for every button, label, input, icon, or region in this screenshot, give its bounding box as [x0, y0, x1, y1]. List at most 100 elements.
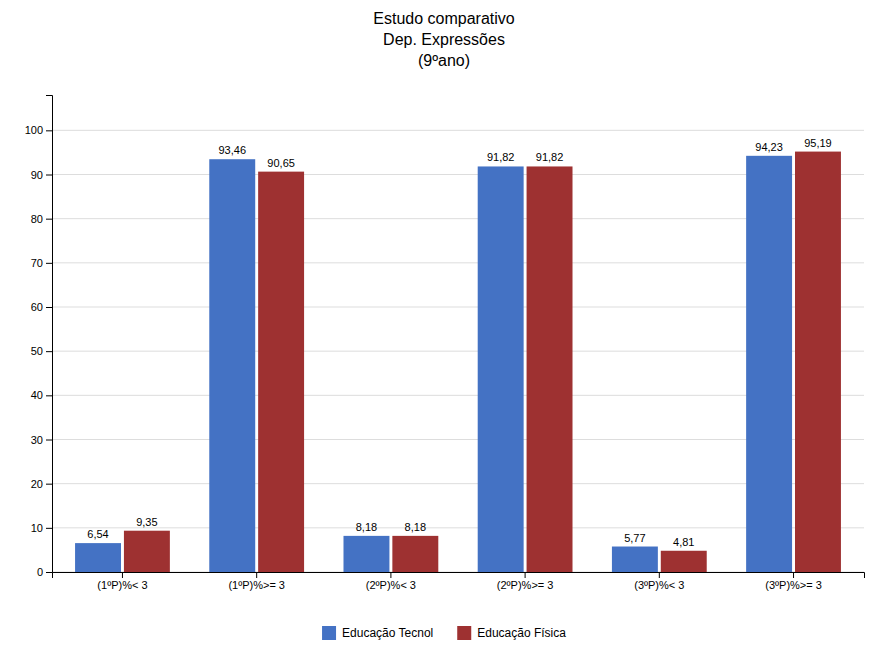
- y-tick-label: 90: [31, 169, 43, 181]
- legend-item: Educação Tecnol: [322, 626, 433, 640]
- legend-swatch: [322, 626, 336, 640]
- y-tick-mark: [46, 351, 52, 352]
- y-tick-mark: [46, 572, 52, 573]
- title-line: Estudo comparativo: [373, 10, 515, 27]
- x-tick: (3ºP)%< 3: [634, 572, 684, 591]
- y-tick: 30: [31, 434, 52, 446]
- bar: [75, 543, 121, 572]
- y-tick-mark: [46, 175, 52, 176]
- y-tick-label: 0: [37, 566, 43, 578]
- grid-line: [52, 262, 864, 263]
- legend-label: Educação Tecnol: [342, 626, 433, 640]
- y-tick: 70: [31, 257, 52, 269]
- y-axis: 0 10 20 30 40 50 60 70 80 90 100: [25, 96, 53, 579]
- x-tick: (2ºP)%>= 3: [497, 572, 554, 591]
- title-line: (9ºano): [418, 52, 470, 69]
- bar: [661, 551, 707, 572]
- bar: [124, 531, 170, 572]
- grid-line: [52, 307, 864, 308]
- x-tick: (3ºP)%>= 3: [765, 572, 822, 591]
- y-tick: 50: [31, 345, 52, 357]
- legend: Educação Tecnol Educação Física: [322, 626, 566, 640]
- x-tick-label: (3ºP)%< 3: [634, 579, 684, 591]
- y-tick: 80: [31, 213, 52, 225]
- y-tick-label: 60: [31, 301, 43, 313]
- x-tick-label: (1ºP)%>= 3: [228, 579, 285, 591]
- data-label: 8,18: [405, 521, 426, 533]
- y-tick-mark: [46, 395, 52, 396]
- y-tick-label: 100: [25, 124, 43, 136]
- grid-line: [52, 483, 864, 484]
- y-tick-label: 30: [31, 434, 43, 446]
- legend-label: Educação Física: [477, 626, 566, 640]
- title-line: Dep. Expressões: [383, 31, 505, 48]
- x-tick-mark: [659, 572, 660, 578]
- grid: [52, 130, 864, 572]
- bar: [612, 547, 658, 572]
- x-tick: (2ºP)%< 3: [366, 572, 416, 591]
- data-label: 95,19: [804, 137, 832, 149]
- bar: [795, 152, 841, 572]
- bar: [343, 536, 389, 572]
- y-tick: 100: [25, 124, 52, 136]
- y-tick: 20: [31, 478, 52, 490]
- x-tick: (1ºP)%< 3: [97, 572, 147, 591]
- x-tick-label: (1ºP)%< 3: [97, 579, 147, 591]
- y-tick-mark: [46, 130, 52, 131]
- grid-line: [52, 527, 864, 528]
- y-tick-label: 80: [31, 213, 43, 225]
- data-label: 91,82: [536, 151, 564, 163]
- y-tick-mark: [46, 219, 52, 220]
- x-tick-label: (2ºP)%>= 3: [497, 579, 554, 591]
- y-tick: 90: [31, 169, 52, 181]
- x-tick-label: (3ºP)%>= 3: [765, 579, 822, 591]
- bar: [478, 166, 524, 572]
- x-tick-label: (2ºP)%< 3: [366, 579, 416, 591]
- grid-line: [52, 439, 864, 440]
- y-tick-label: 10: [31, 522, 43, 534]
- bar: [746, 156, 792, 572]
- data-label: 94,23: [755, 141, 783, 153]
- x-tick-mark: [122, 572, 123, 578]
- y-tick-mark: [46, 263, 52, 264]
- y-axis-line: [46, 96, 53, 573]
- x-tick: (1ºP)%>= 3: [228, 572, 285, 591]
- y-tick: 10: [31, 522, 52, 534]
- data-label: 5,77: [624, 532, 645, 544]
- grid-line: [52, 174, 864, 175]
- grid-line: [52, 351, 864, 352]
- chart: Estudo comparativo Dep. Expressões (9ºano)…: [0, 0, 888, 667]
- x-tick-mark: [256, 572, 257, 578]
- data-label: 90,65: [267, 157, 295, 169]
- grid-line: [52, 218, 864, 219]
- y-tick: 40: [31, 389, 52, 401]
- data-label: 4,81: [673, 536, 694, 548]
- data-label: 8,18: [356, 521, 377, 533]
- title: Estudo comparativo Dep. Expressões (9ºano): [373, 10, 515, 69]
- x-tick-mark: [793, 572, 794, 578]
- plot: 0 10 20 30 40 50 60 70 80 90 100 (1ºP)%< 3 (1ºP)%>= …: [25, 96, 865, 591]
- x-tick-mark: [525, 572, 526, 578]
- legend-swatch: [457, 626, 471, 640]
- data-label: 6,54: [87, 528, 108, 540]
- bar: [258, 172, 304, 572]
- y-tick: 60: [31, 301, 52, 313]
- y-tick-label: 50: [31, 345, 43, 357]
- y-tick-label: 40: [31, 389, 43, 401]
- x-axis: (1ºP)%< 3 (1ºP)%>= 3 (2ºP)%< 3 (2ºP)%>= 3 (3…: [53, 572, 865, 591]
- y-tick-mark: [46, 307, 52, 308]
- y-tick-label: 70: [31, 257, 43, 269]
- bar: [527, 166, 573, 572]
- data-labels: 6,5493,468,1891,825,7794,239,3590,658,18…: [87, 137, 831, 548]
- x-tick-mark: [390, 572, 391, 578]
- data-label: 91,82: [487, 151, 515, 163]
- bar: [392, 536, 438, 572]
- x-axis-line: [53, 573, 865, 579]
- grid-line: [52, 395, 864, 396]
- y-tick-mark: [46, 528, 52, 529]
- y-tick-label: 20: [31, 478, 43, 490]
- legend-item: Educação Física: [457, 626, 566, 640]
- data-label: 93,46: [218, 144, 246, 156]
- y-tick-mark: [46, 440, 52, 441]
- y-tick-mark: [46, 484, 52, 485]
